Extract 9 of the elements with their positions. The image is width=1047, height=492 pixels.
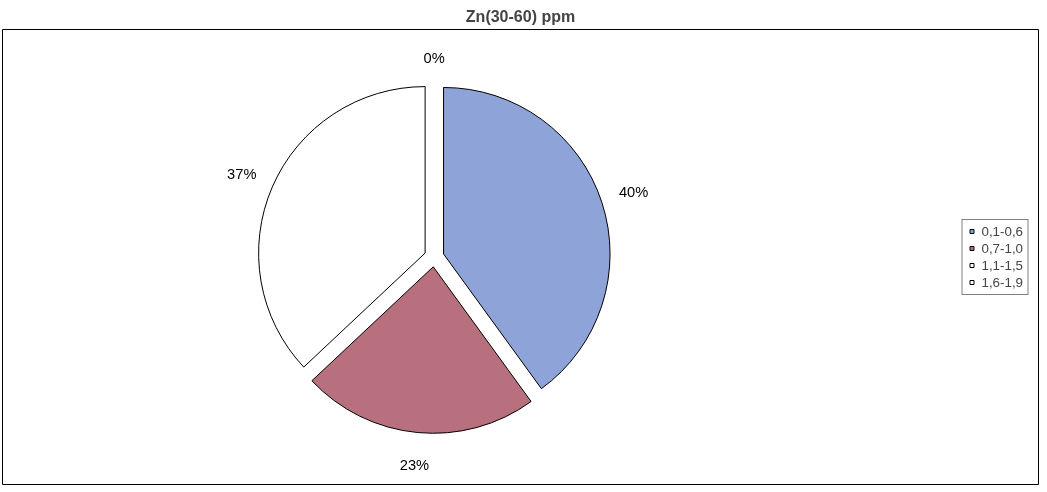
chart-title: Zn(30-60) ppm — [465, 7, 576, 25]
legend-label: 0,1-0,6 — [981, 223, 1023, 239]
data-label: 23% — [399, 457, 430, 474]
legend-label: 0,7-1,0 — [981, 240, 1023, 256]
legend-label: 1,6-1,9 — [981, 274, 1023, 290]
data-label: 40% — [618, 184, 649, 201]
legend-label: 1,1-1,5 — [981, 257, 1023, 273]
data-label: 37% — [227, 165, 257, 182]
text: 0% — [423, 49, 445, 66]
